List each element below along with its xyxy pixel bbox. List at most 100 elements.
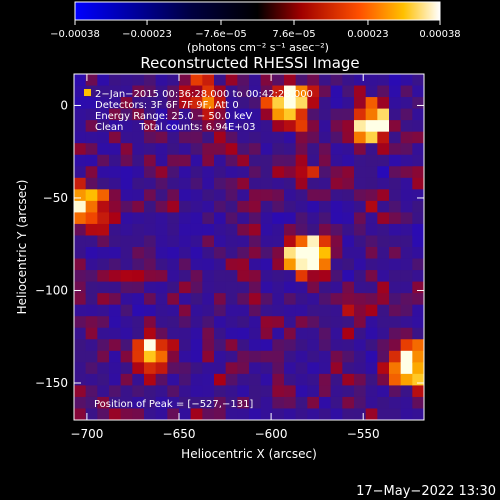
heatmap-cell — [354, 120, 367, 133]
heatmap-cell — [272, 385, 285, 398]
heatmap-cell — [319, 235, 332, 248]
heatmap-cell — [167, 339, 180, 352]
heatmap-cell — [237, 85, 250, 98]
heatmap-cell — [97, 143, 110, 156]
heatmap-cell — [400, 223, 413, 237]
heatmap-cell — [307, 281, 320, 294]
heatmap-cell — [295, 223, 308, 237]
chart-title: Reconstructed RHESSI Image — [140, 54, 359, 72]
heatmap-cell — [190, 120, 203, 133]
heatmap-cell — [190, 339, 203, 352]
heatmap-cell — [179, 108, 192, 121]
heatmap-cell — [319, 97, 332, 110]
heatmap-cell — [412, 350, 424, 363]
x-axis-label: Heliocentric X (arcsec) — [181, 447, 317, 461]
heatmap-cell — [97, 74, 110, 87]
heatmap-cell — [412, 408, 424, 420]
heatmap-cell — [249, 154, 262, 167]
heatmap-cell — [272, 396, 285, 410]
heatmap-cell — [354, 316, 367, 329]
heatmap-cell — [237, 385, 250, 398]
heatmap-cell — [354, 212, 367, 225]
heatmap-cell — [272, 212, 285, 225]
heatmap-cell — [97, 385, 110, 398]
heatmap-cell — [412, 304, 424, 317]
heatmap-cell — [400, 131, 413, 144]
heatmap-cell — [179, 339, 192, 352]
heatmap-cell — [389, 327, 402, 340]
heatmap-cell — [272, 189, 285, 202]
heatmap-cell — [389, 247, 402, 260]
heatmap-cell — [167, 131, 180, 144]
heatmap-cell — [179, 258, 192, 271]
heatmap-cell — [400, 154, 413, 167]
heatmap-cell — [342, 304, 355, 317]
heatmap-cell — [342, 293, 355, 306]
heatmap-cell — [74, 362, 87, 375]
heatmap-cell — [109, 212, 122, 225]
heatmap-cell — [120, 281, 133, 294]
heatmap-cell — [155, 177, 168, 190]
heatmap-cell — [225, 373, 238, 386]
heatmap-cell — [120, 339, 133, 352]
heatmap-cell — [319, 177, 332, 190]
heatmap-cell — [132, 189, 145, 202]
heatmap-cell — [74, 293, 87, 306]
heatmap-cell — [377, 177, 390, 190]
heatmap-cell — [342, 247, 355, 260]
heatmap-cell — [400, 120, 413, 133]
heatmap-cell — [214, 85, 227, 98]
heatmap-cell — [260, 408, 273, 420]
heatmap-cell — [144, 270, 157, 283]
heatmap-cell — [214, 143, 227, 156]
heatmap-cell — [179, 247, 192, 260]
heatmap-cell — [202, 97, 215, 110]
heatmap-cell — [330, 154, 343, 167]
heatmap-cell — [237, 258, 250, 271]
heatmap-cell — [377, 270, 390, 283]
heatmap-cell — [272, 223, 285, 237]
heatmap-cell — [144, 293, 157, 306]
heatmap-cell — [284, 293, 297, 306]
heatmap-cell — [85, 166, 98, 179]
heatmap-cell — [365, 247, 378, 260]
y-tick-label: −50 — [43, 191, 68, 205]
heatmap-cell — [354, 350, 367, 363]
heatmap-cell — [120, 304, 133, 317]
heatmap-cell — [295, 108, 308, 121]
heatmap-cell — [97, 327, 110, 340]
heatmap-cell — [319, 212, 332, 225]
heatmap-cell — [284, 143, 297, 156]
heatmap-cell — [330, 408, 343, 420]
heatmap-cell — [214, 385, 227, 398]
heatmap-cell — [284, 85, 297, 98]
heatmap-cell — [400, 270, 413, 283]
heatmap-cell — [85, 350, 98, 363]
heatmap-cell — [330, 258, 343, 271]
heatmap-cell — [85, 270, 98, 283]
heatmap-cell — [225, 350, 238, 363]
heatmap-cell — [120, 166, 133, 179]
heatmap-cell — [120, 212, 133, 225]
heatmap-cell — [132, 316, 145, 329]
colorbar — [74, 1, 441, 21]
heatmap-cell — [214, 189, 227, 202]
heatmap-cell — [260, 270, 273, 283]
heatmap-cell — [400, 258, 413, 271]
heatmap-cell — [155, 293, 168, 306]
heatmap-cell — [354, 108, 367, 121]
heatmap-cell — [260, 339, 273, 352]
heatmap-cell — [389, 166, 402, 179]
heatmap-cell — [354, 143, 367, 156]
heatmap-cell — [412, 108, 424, 121]
heatmap-cell — [190, 281, 203, 294]
heatmap-cell — [260, 304, 273, 317]
heatmap-cell — [400, 350, 413, 363]
heatmap-cell — [74, 154, 87, 167]
heatmap-cell — [155, 304, 168, 317]
heatmap-cell — [307, 189, 320, 202]
heatmap-cell — [319, 247, 332, 260]
heatmap-cell — [365, 385, 378, 398]
heatmap-cell — [377, 85, 390, 98]
heatmap-cell — [307, 385, 320, 398]
